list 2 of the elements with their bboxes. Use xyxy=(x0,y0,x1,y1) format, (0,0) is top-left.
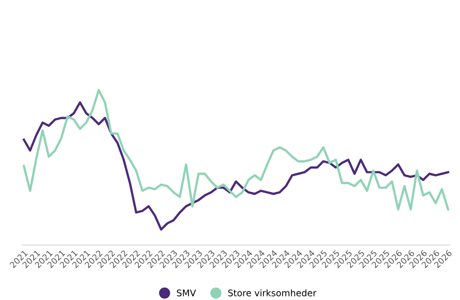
legend-label: SMV xyxy=(176,289,196,296)
legend-label: Store virksomheder xyxy=(228,289,316,296)
